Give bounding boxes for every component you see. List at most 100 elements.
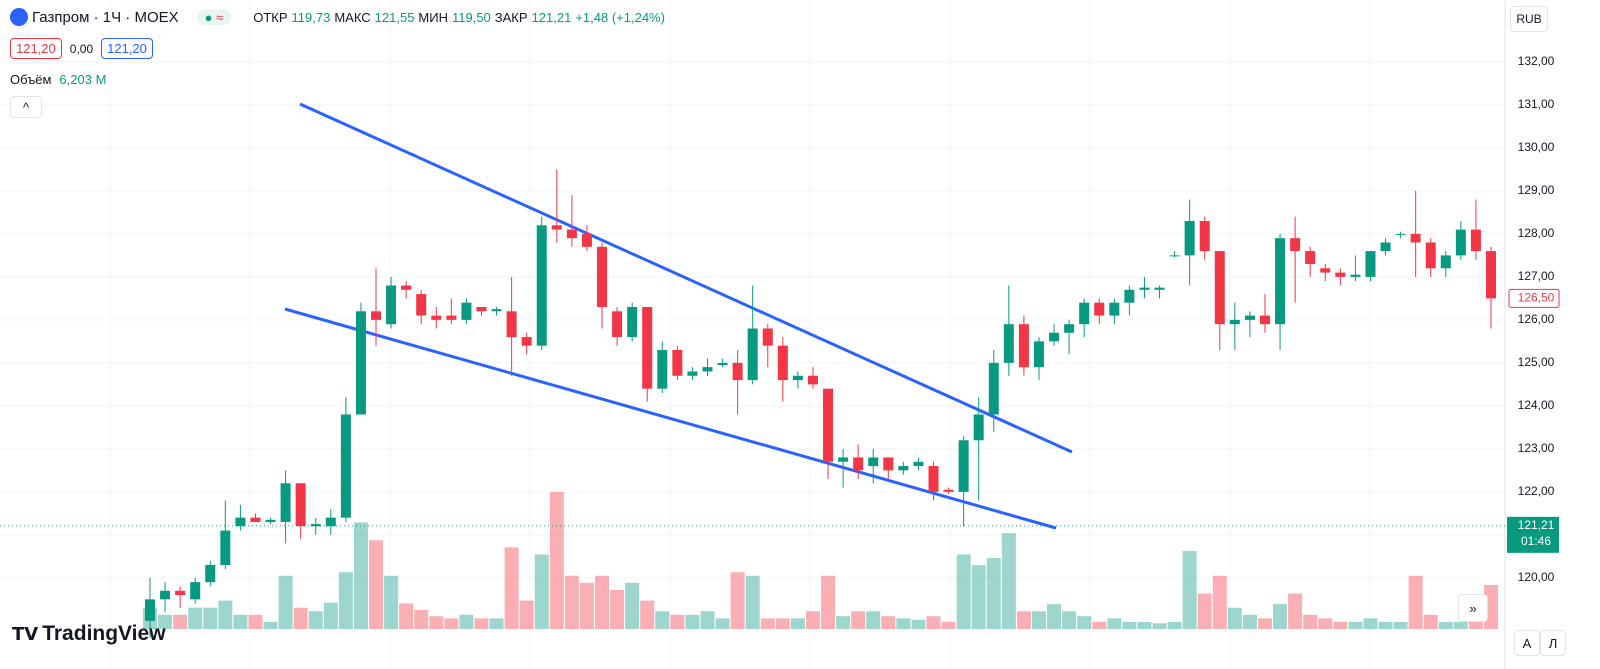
- symbol[interactable]: Газпром · 1Ч · MOEX: [32, 8, 179, 26]
- volume-bar: [805, 611, 820, 629]
- volume-bar: [775, 618, 790, 629]
- volume-bar: [1363, 618, 1378, 629]
- scroll-button[interactable]: »: [1458, 594, 1488, 622]
- candle-body: [1154, 287, 1165, 290]
- volume-bar: [790, 618, 805, 629]
- volume-bar: [1047, 604, 1062, 629]
- candle-body: [1365, 251, 1376, 277]
- candle-body: [220, 530, 231, 565]
- volume-bar: [1453, 621, 1468, 629]
- volume-bar: [881, 616, 896, 629]
- candle-body: [1094, 302, 1105, 316]
- ohlc-label: ЗАКР: [494, 9, 528, 25]
- candle-body: [807, 375, 818, 385]
- volume-bar: [353, 522, 368, 629]
- candle-body: [792, 375, 803, 381]
- candle-body: [476, 306, 487, 312]
- volume-bar: [308, 611, 323, 629]
- volume-bar: [625, 582, 640, 629]
- volume-bar: [203, 607, 218, 629]
- candle-body: [1003, 324, 1014, 363]
- volume-bar: [1107, 618, 1122, 629]
- candle-body: [491, 309, 502, 312]
- volume-bar: [474, 618, 489, 629]
- candle-body: [401, 285, 412, 290]
- candle-body: [1184, 220, 1195, 256]
- candle-body: [1455, 229, 1466, 256]
- volume-bar: [218, 600, 233, 629]
- candle-body: [597, 246, 608, 307]
- candle-body: [205, 564, 216, 583]
- y-tick-label: 131,00: [1518, 97, 1555, 111]
- volume-bar: [1152, 623, 1167, 629]
- y-tick-label: 132,00: [1518, 54, 1555, 68]
- volume-bar: [1242, 614, 1257, 629]
- candle-body: [928, 466, 939, 492]
- volume-bar: [504, 547, 519, 629]
- volume-bar: [1408, 575, 1423, 629]
- volume-bar: [564, 575, 579, 629]
- collapse-button[interactable]: ^: [10, 96, 42, 118]
- logo: 𝗧𝗩 TradingView: [12, 622, 166, 645]
- candle-body: [717, 362, 728, 366]
- candle-body: [190, 582, 201, 600]
- auto-button[interactable]: А: [1514, 630, 1540, 656]
- y-tick-label: 130,00: [1518, 140, 1555, 154]
- volume-bar: [836, 616, 851, 629]
- volume-bar: [1077, 616, 1092, 629]
- candle-body: [521, 337, 532, 346]
- sell-button[interactable]: 121,20: [10, 38, 62, 59]
- candle-body: [838, 457, 849, 462]
- volume-bar: [233, 614, 248, 629]
- volume-bar: [640, 600, 655, 629]
- ohlc-label: ОТКР: [253, 9, 288, 25]
- volume-bar: [323, 602, 338, 629]
- candle-body: [340, 414, 351, 518]
- volume-bar: [941, 621, 956, 629]
- trend-line-upper: [299, 102, 1073, 454]
- volume-bar: [1303, 614, 1318, 629]
- candle-body: [1440, 255, 1451, 269]
- volume-bar: [1062, 611, 1077, 629]
- log-button[interactable]: Л: [1540, 630, 1566, 656]
- y-tick-label: 127,00: [1518, 269, 1555, 283]
- trade-row: 121,20 0,00 121,20: [10, 38, 153, 59]
- candle-body: [883, 457, 894, 471]
- candle-body: [732, 362, 743, 381]
- symbol-icon: [10, 8, 28, 26]
- y-tick-label: 129,00: [1518, 183, 1555, 197]
- candle-body: [235, 517, 246, 527]
- volume-bar: [278, 575, 293, 629]
- candle-body: [1380, 242, 1391, 252]
- volume-bar: [1227, 607, 1242, 629]
- candle-body: [461, 302, 472, 320]
- candle-body: [160, 590, 171, 600]
- candle-body: [280, 483, 291, 522]
- candle-body: [371, 311, 382, 320]
- y-tick-label: 125,00: [1518, 355, 1555, 369]
- legend-row: Газпром · 1Ч · MOEX ● ≈ ОТКР 119,73 МАКС 1…: [10, 8, 665, 26]
- last-price-label: 121,21: [1518, 518, 1555, 532]
- volume-bar: [715, 618, 730, 629]
- candle-body: [1139, 287, 1150, 290]
- candle-body: [1410, 233, 1421, 243]
- y-tick-label: 128,00: [1518, 226, 1555, 240]
- volume-legend: Объём 6,203 M: [10, 72, 106, 87]
- candle-body: [325, 517, 336, 527]
- volume-bar: [1212, 575, 1227, 629]
- candle-body: [145, 599, 155, 621]
- candle-body: [627, 306, 638, 338]
- ohlc-value: 121,55: [374, 9, 415, 25]
- volume-bar: [444, 618, 459, 629]
- buy-button[interactable]: 121,20: [101, 38, 153, 59]
- candle-body: [446, 315, 457, 320]
- candle-body: [506, 311, 517, 338]
- candle-body: [551, 225, 562, 230]
- candle-body: [777, 345, 788, 381]
- currency-button[interactable]: RUB: [1510, 6, 1548, 32]
- change: +1,48 (+1,24%): [575, 9, 665, 25]
- volume-bar: [760, 618, 775, 629]
- candle-body: [265, 519, 276, 522]
- volume-bar: [1122, 621, 1137, 629]
